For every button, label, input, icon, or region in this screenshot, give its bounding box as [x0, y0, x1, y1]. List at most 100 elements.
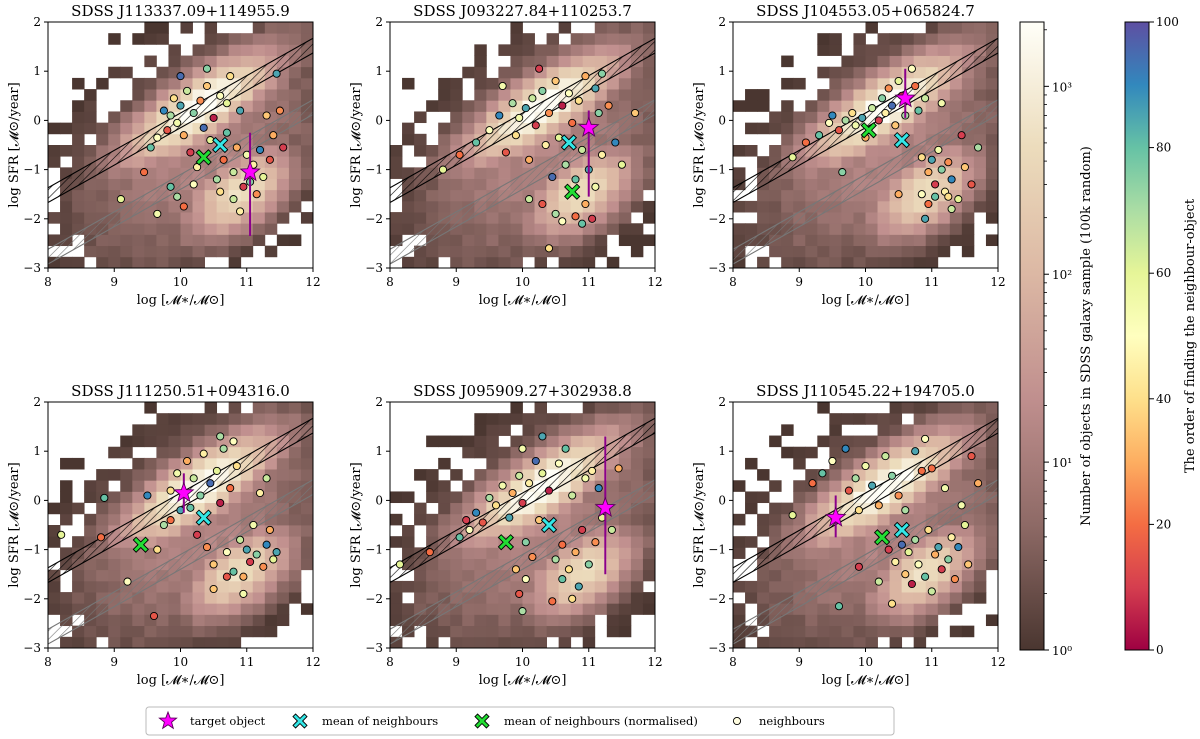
density-cell [168, 614, 181, 627]
density-cell [300, 33, 313, 45]
density-cell [498, 625, 511, 638]
density-cell [793, 636, 806, 648]
density-cell [913, 111, 927, 124]
density-cell [426, 625, 439, 638]
density-cell [949, 469, 963, 481]
density-cell [829, 603, 842, 615]
y-tick-label: −1 [365, 543, 383, 557]
density-cell [180, 536, 193, 548]
density-cell [570, 133, 584, 146]
neighbour-point [498, 81, 507, 91]
density-cell [642, 592, 655, 604]
density-cell [853, 513, 866, 526]
density-cell [510, 636, 523, 648]
neighbour-point [485, 493, 494, 502]
y-tick-label: 1 [718, 64, 726, 78]
density-cell [510, 245, 523, 258]
density-cell [132, 256, 145, 268]
density-cell [168, 100, 181, 112]
density-cell [606, 547, 620, 559]
density-cell [474, 44, 487, 56]
density-cell [793, 200, 806, 213]
density-cell [829, 536, 842, 548]
density-cell [498, 100, 511, 112]
density-cell [498, 133, 511, 146]
density-cell [949, 480, 963, 492]
density-cell [522, 446, 535, 459]
density-cell [60, 167, 73, 179]
neighbour-point [166, 111, 175, 120]
neighbour-point [222, 572, 231, 581]
neighbour-point [578, 145, 587, 154]
density-cell [168, 167, 181, 179]
density-cell [594, 558, 608, 571]
density-cell [180, 234, 193, 247]
density-cell [264, 457, 278, 470]
density-cell [865, 44, 878, 56]
density-cell [534, 435, 547, 448]
density-cell [973, 66, 987, 79]
density-cell [925, 469, 939, 481]
density-cell [156, 66, 169, 79]
density-cell [925, 223, 939, 235]
density-cell [498, 223, 511, 235]
density-cell [144, 480, 157, 492]
density-cell [438, 592, 451, 604]
density-cell [769, 569, 782, 582]
density-cell [745, 89, 758, 101]
density-cell [877, 457, 890, 470]
density-cell [48, 212, 61, 224]
density-cell [132, 122, 145, 135]
density-cell [877, 133, 890, 146]
density-cell [877, 469, 890, 481]
density-cell [48, 536, 61, 548]
density-cell [757, 513, 770, 526]
legend-label: mean of neighbours (normalised) [504, 714, 698, 728]
neighbour-point [551, 209, 560, 218]
density-cell [156, 513, 169, 526]
density-cell [582, 536, 596, 548]
neighbour-point [597, 69, 607, 78]
density-cell [913, 446, 927, 459]
density-cell [853, 189, 866, 202]
density-cell [240, 536, 254, 548]
density-cell [498, 580, 511, 593]
density-cell [204, 424, 218, 436]
density-cell [498, 212, 511, 224]
density-cell [534, 446, 547, 459]
density-cell [558, 435, 572, 448]
density-cell [414, 212, 427, 224]
density-cell [522, 66, 535, 79]
density-cell [498, 89, 511, 101]
neighbour-point [851, 474, 860, 483]
density-cell [570, 200, 584, 213]
y-tick-label: −2 [708, 592, 726, 606]
density-cell [84, 89, 97, 101]
density-cell [877, 234, 890, 247]
density-cell [510, 156, 523, 168]
neighbour-point [515, 471, 524, 480]
density-cell [877, 424, 890, 436]
density-cell [534, 502, 547, 515]
density-cell [438, 122, 451, 135]
density-cell [606, 424, 620, 436]
density-cell [450, 234, 463, 247]
density-cell [192, 66, 205, 79]
density-cell [216, 614, 230, 627]
neighbour-point [581, 474, 590, 483]
y-tick-label: 2 [375, 15, 383, 29]
density-cell [486, 625, 499, 638]
neighbour-point [957, 131, 966, 140]
density-cell [168, 636, 181, 648]
density-cell [180, 446, 193, 459]
density-cell [144, 33, 157, 45]
density-cell [300, 502, 313, 515]
density-cell [853, 592, 866, 604]
density-cell [582, 200, 596, 213]
density-cell [793, 77, 806, 90]
density-cell [973, 89, 987, 101]
density-cell [558, 491, 572, 504]
density-cell [414, 245, 427, 258]
density-cell [60, 547, 73, 559]
density-cell [877, 55, 890, 68]
